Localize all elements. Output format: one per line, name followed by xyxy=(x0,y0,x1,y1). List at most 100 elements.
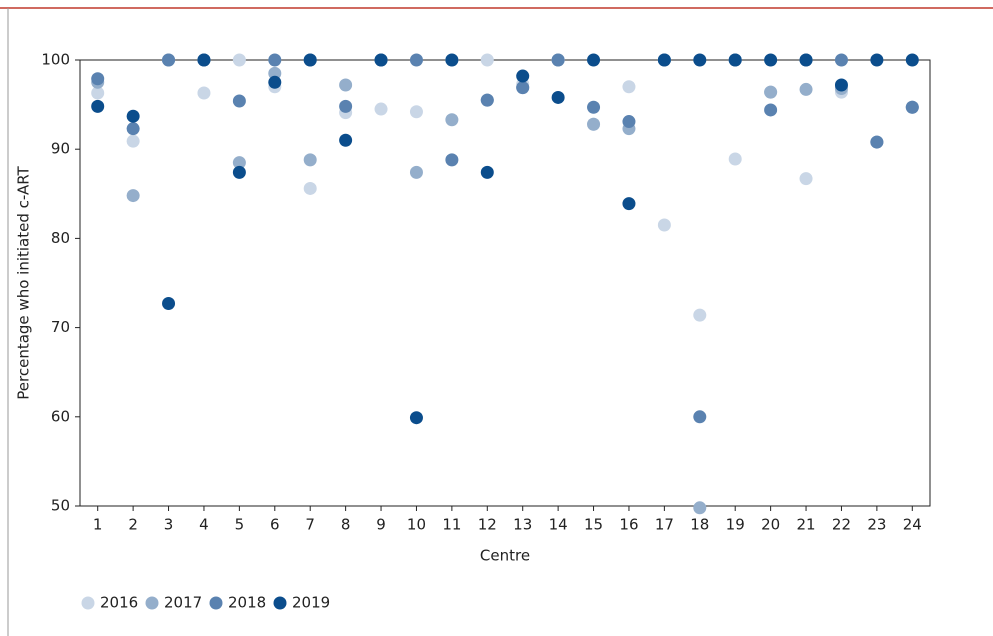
legend-label: 2019 xyxy=(292,594,330,612)
point xyxy=(91,72,105,86)
point xyxy=(126,109,140,123)
point xyxy=(693,501,707,515)
point xyxy=(303,153,317,167)
point xyxy=(587,100,601,114)
y-axis-label: Percentage who initiated c-ART xyxy=(15,165,33,399)
legend-label: 2016 xyxy=(100,594,138,612)
plot-frame xyxy=(79,59,931,507)
y-tick-label: 100 xyxy=(41,51,70,69)
x-tick-label: 4 xyxy=(199,516,209,534)
x-tick-label: 5 xyxy=(235,516,245,534)
x-tick-label: 8 xyxy=(341,516,351,534)
x-tick-label: 23 xyxy=(867,516,886,534)
point xyxy=(409,165,423,179)
x-tick-label: 1 xyxy=(93,516,103,534)
point xyxy=(197,86,211,100)
x-tick-label: 12 xyxy=(478,516,497,534)
legend-swatch xyxy=(273,596,287,610)
x-tick-label: 16 xyxy=(619,516,638,534)
point xyxy=(232,94,246,108)
point xyxy=(622,115,636,129)
x-tick-label: 21 xyxy=(796,516,815,534)
point xyxy=(657,218,671,232)
legend-label: 2018 xyxy=(228,594,266,612)
point xyxy=(693,308,707,322)
x-tick-label: 15 xyxy=(584,516,603,534)
x-tick-label: 11 xyxy=(442,516,461,534)
legend-swatch xyxy=(81,596,95,610)
point xyxy=(693,410,707,424)
point xyxy=(162,297,176,311)
point xyxy=(339,78,353,92)
point xyxy=(834,53,848,67)
point xyxy=(905,100,919,114)
x-tick-label: 9 xyxy=(376,516,386,534)
point xyxy=(480,53,494,67)
point xyxy=(587,117,601,131)
legend-swatch xyxy=(145,596,159,610)
point xyxy=(834,78,848,92)
point xyxy=(409,53,423,67)
point xyxy=(303,53,317,67)
point xyxy=(445,113,459,127)
y-tick-label: 50 xyxy=(51,497,70,515)
point xyxy=(870,135,884,149)
point xyxy=(551,53,565,67)
point xyxy=(445,153,459,167)
x-tick-label: 20 xyxy=(761,516,780,534)
point xyxy=(339,99,353,113)
point xyxy=(480,93,494,107)
point xyxy=(728,53,742,67)
legend-label: 2017 xyxy=(164,594,202,612)
point xyxy=(232,53,246,67)
point xyxy=(799,53,813,67)
x-tick-label: 22 xyxy=(832,516,851,534)
point xyxy=(516,81,530,95)
point xyxy=(764,85,778,99)
point xyxy=(480,165,494,179)
point xyxy=(870,53,884,67)
x-tick-label: 7 xyxy=(305,516,315,534)
x-axis-label: Centre xyxy=(480,547,530,565)
point xyxy=(799,172,813,186)
point xyxy=(126,134,140,148)
point xyxy=(268,66,282,80)
point xyxy=(728,152,742,166)
x-tick-label: 3 xyxy=(164,516,174,534)
y-tick-label: 90 xyxy=(51,140,70,158)
point xyxy=(622,80,636,94)
x-tick-label: 14 xyxy=(549,516,568,534)
x-tick-label: 13 xyxy=(513,516,532,534)
point xyxy=(339,133,353,147)
y-tick-label: 80 xyxy=(51,229,70,247)
point xyxy=(91,86,105,100)
point xyxy=(799,82,813,96)
point xyxy=(622,197,636,211)
point xyxy=(232,165,246,179)
point xyxy=(126,122,140,136)
point xyxy=(374,53,388,67)
point xyxy=(764,103,778,117)
point xyxy=(657,53,671,67)
y-tick-label: 70 xyxy=(51,318,70,336)
point xyxy=(303,181,317,195)
point xyxy=(268,53,282,67)
point xyxy=(551,90,565,104)
point xyxy=(905,53,919,67)
point xyxy=(409,105,423,119)
point xyxy=(445,53,459,67)
point xyxy=(197,53,211,67)
x-tick-label: 24 xyxy=(903,516,922,534)
point xyxy=(91,99,105,113)
point xyxy=(409,411,423,425)
point xyxy=(764,53,778,67)
point xyxy=(126,189,140,203)
x-tick-label: 19 xyxy=(726,516,745,534)
point xyxy=(693,53,707,67)
point xyxy=(232,156,246,170)
y-tick-label: 60 xyxy=(51,407,70,425)
point xyxy=(587,53,601,67)
legend-swatch xyxy=(209,596,223,610)
point xyxy=(516,69,530,83)
